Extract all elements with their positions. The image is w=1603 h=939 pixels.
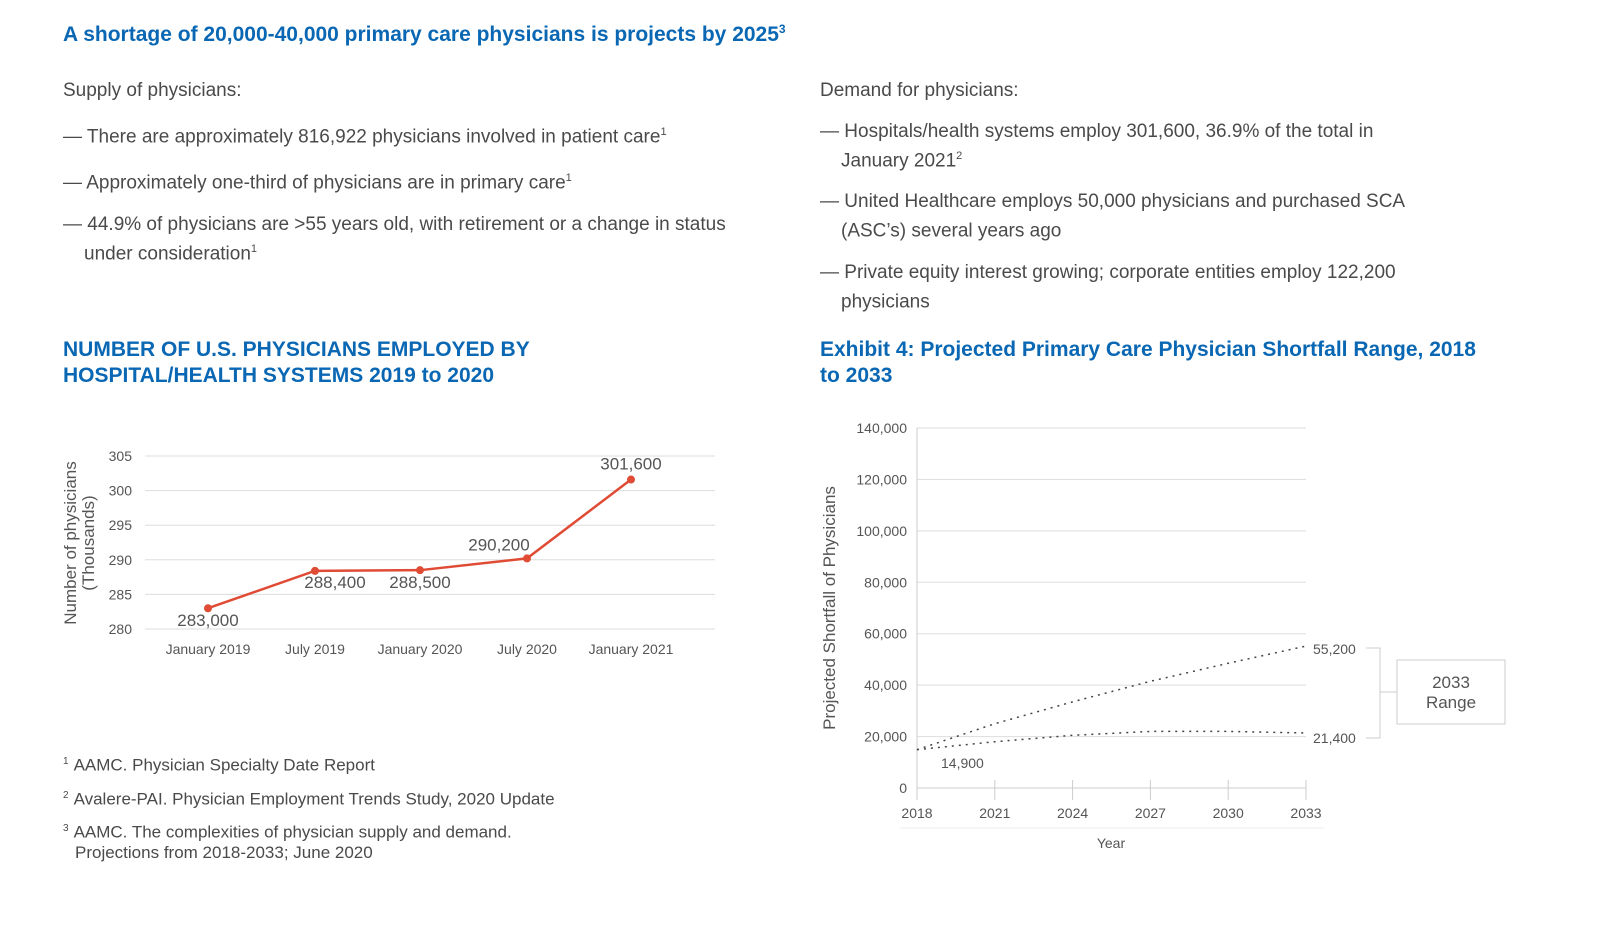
supply-section: Supply of physicians: — There are approx… [63, 79, 743, 283]
footnotes: 1 AAMC. Physician Specialty Date Report 2… [63, 752, 555, 873]
y-tick-label: 295 [109, 517, 133, 533]
data-point [627, 475, 635, 484]
chart1-title: NUMBER OF U.S. PHYSICIANS EMPLOYED BY HO… [63, 338, 530, 387]
data-label: 283,000 [177, 611, 238, 630]
y-tick-label: 120,000 [856, 471, 907, 487]
x-tick-label: January 2020 [378, 641, 463, 657]
data-point [311, 566, 319, 575]
y-tick-label: 60,000 [864, 626, 907, 642]
demand-item: — United Healthcare employs 50,000 physi… [820, 191, 1405, 242]
x-tick-label: July 2019 [285, 641, 345, 657]
range-label: Range [1426, 693, 1476, 712]
supply-item: — There are approximately 816,922 physic… [63, 126, 667, 148]
y-tick-label: 290 [109, 552, 133, 568]
x-tick-label: 2030 [1213, 805, 1244, 821]
y-tick-label: 280 [109, 621, 133, 637]
range-bracket [1366, 647, 1381, 739]
x-tick-label: 2018 [901, 805, 932, 821]
y-axis-label: Projected Shortfall of Physicians [820, 486, 839, 730]
high-label: 55,200 [1313, 641, 1356, 657]
x-tick-label: 2033 [1290, 805, 1321, 821]
chart1: 280 285 290 295 300 305 January 2019 July 2019 J… [61, 448, 715, 657]
series-line-high [916, 645, 1307, 751]
data-point [523, 554, 531, 563]
y-tick-label: 305 [109, 448, 133, 464]
y-axis-label-line: Number of physicians [61, 461, 80, 624]
x-tick-label: July 2020 [497, 641, 557, 657]
y-tick-label: 300 [109, 483, 133, 499]
low-label: 21,400 [1313, 730, 1356, 746]
range-box [1396, 659, 1506, 725]
data-point [204, 604, 212, 613]
x-axis-label: Year [1097, 835, 1126, 851]
y-tick-label: 100,000 [856, 523, 907, 539]
demand-item: — Private equity interest growing; corpo… [820, 261, 1396, 312]
demand-lead: Demand for physicians: [820, 80, 1019, 101]
y-tick-label: 0 [899, 780, 907, 796]
y-tick-label: 20,000 [864, 729, 907, 745]
data-label: 288,400 [304, 573, 365, 592]
chart2: 0 20,000 40,000 60,000 80,000 100,000 120,000 1… [820, 420, 1506, 851]
x-tick-label: 2027 [1135, 805, 1166, 821]
supply-item: — 44.9% of physicians are >55 years old,… [63, 213, 726, 264]
supply-item: — Approximately one-third of physicians … [63, 172, 572, 194]
y-tick-label: 140,000 [856, 420, 907, 436]
x-tick-label: 2021 [979, 805, 1010, 821]
footnote: 1 AAMC. Physician Specialty Date Report [63, 755, 375, 775]
data-label: 290,200 [468, 535, 529, 554]
supply-lead: Supply of physicians: [63, 80, 242, 101]
y-axis-label-line: (Thousands) [79, 495, 98, 590]
y-axis-label: Number of physicians(Thousands) [61, 461, 98, 624]
data-point [416, 566, 424, 575]
demand-item: — Hospitals/health systems employ 301,60… [820, 121, 1374, 172]
footnote: 2 Avalere-PAI. Physician Employment Trend… [63, 789, 555, 809]
y-tick-label: 40,000 [864, 677, 907, 693]
data-label: 288,500 [389, 573, 450, 592]
y-tick-label: 285 [109, 586, 133, 602]
y-tick-label: 80,000 [864, 574, 907, 590]
series-line-low [916, 730, 1307, 751]
x-tick-label: 2024 [1057, 805, 1088, 821]
range-label: 2033 [1432, 673, 1470, 692]
headline: A shortage of 20,000-40,000 primary care… [63, 22, 786, 46]
x-tick-label: January 2019 [166, 641, 251, 657]
chart2-title: Exhibit 4: Projected Primary Care Physic… [820, 338, 1476, 387]
demand-section: Demand for physicians: — Hospitals/healt… [820, 79, 1430, 331]
start-label: 14,900 [941, 755, 984, 771]
x-tick-label: January 2021 [589, 641, 674, 657]
footnote: 3 AAMC. The complexities of physician sup… [63, 822, 512, 862]
data-label: 301,600 [600, 455, 661, 474]
